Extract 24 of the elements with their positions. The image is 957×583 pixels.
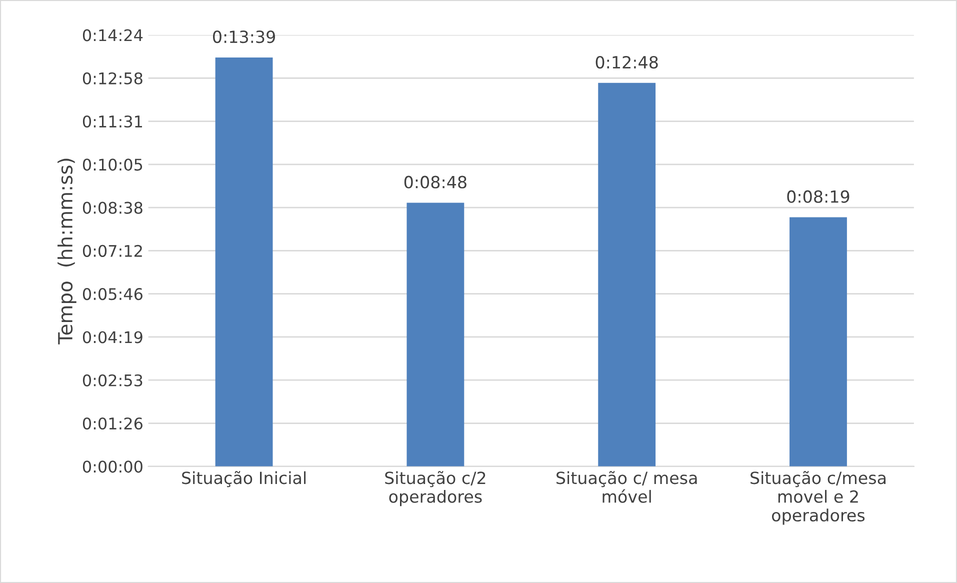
y-tick-label: 0:14:24 [82, 29, 143, 42]
y-tick-label: 0:11:31 [82, 115, 142, 128]
y-axis-title: Tempo (hh:mm:ss) [58, 158, 76, 344]
bar [598, 82, 656, 466]
data-label: 0:12:48 [596, 56, 658, 69]
y-tick-label: 0:00:00 [82, 460, 142, 473]
y-tick-label: 0:04:19 [82, 331, 142, 344]
bar [790, 217, 847, 466]
y-tick-label: 0:07:12 [82, 244, 142, 257]
x-tick-label: Situação c/2 operadores [385, 471, 486, 506]
y-tick-label: 0:12:58 [82, 72, 142, 84]
x-tick-label: Situação c/mesa movel e 2 operadores [750, 471, 886, 525]
y-tick-label: 0:01:26 [82, 417, 142, 430]
y-tick-label: 0:08:38 [82, 202, 142, 214]
y-tick-label: 0:05:46 [82, 288, 142, 300]
x-tick-label: Situação Inicial [182, 471, 306, 488]
data-label: 0:08:48 [404, 176, 466, 188]
x-tick-label: Situação c/ mesa móvel [556, 471, 697, 503]
data-label: 0:13:39 [213, 30, 275, 44]
data-label: 0:08:19 [787, 190, 850, 203]
y-tick-label: 0:10:05 [82, 158, 142, 171]
bar [215, 57, 273, 466]
y-tick-label: 0:02:53 [82, 374, 142, 386]
bar [406, 202, 464, 466]
